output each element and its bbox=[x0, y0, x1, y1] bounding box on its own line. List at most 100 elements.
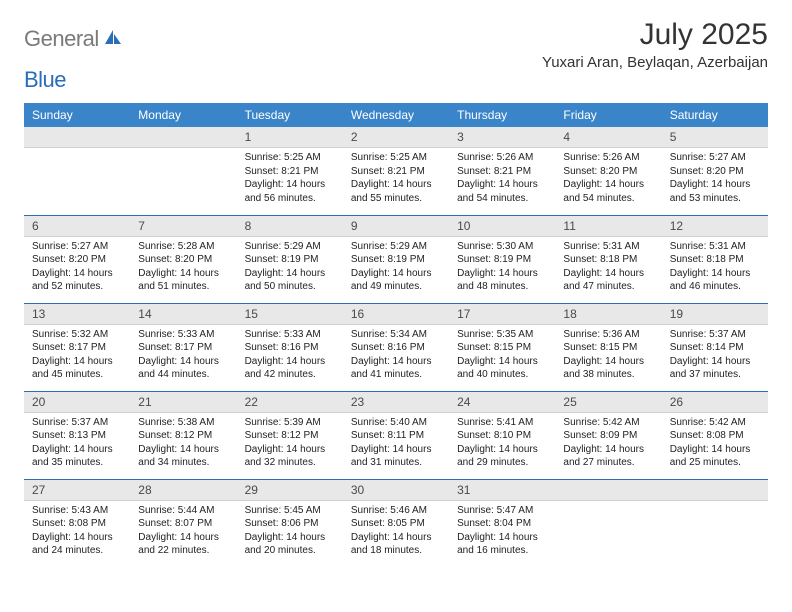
day-number-empty bbox=[555, 480, 661, 501]
daylight-line: Daylight: 14 hours and 51 minutes. bbox=[138, 267, 228, 294]
title-block: July 2025 Yuxari Aran, Beylaqan, Azerbai… bbox=[542, 18, 768, 71]
calendar-day-cell: 22Sunrise: 5:39 AMSunset: 8:12 PMDayligh… bbox=[237, 391, 343, 479]
day-content: Sunrise: 5:27 AMSunset: 8:20 PMDaylight:… bbox=[662, 148, 768, 211]
sunset-line: Sunset: 8:18 PM bbox=[670, 253, 760, 267]
sunset-line: Sunset: 8:17 PM bbox=[32, 341, 122, 355]
calendar-week-row: 6Sunrise: 5:27 AMSunset: 8:20 PMDaylight… bbox=[24, 215, 768, 303]
sunrise-line: Sunrise: 5:25 AM bbox=[351, 151, 441, 165]
sunrise-line: Sunrise: 5:26 AM bbox=[563, 151, 653, 165]
calendar-day-cell: 28Sunrise: 5:44 AMSunset: 8:07 PMDayligh… bbox=[130, 479, 236, 567]
sunrise-line: Sunrise: 5:37 AM bbox=[670, 328, 760, 342]
daylight-line: Daylight: 14 hours and 45 minutes. bbox=[32, 355, 122, 382]
sunset-line: Sunset: 8:15 PM bbox=[563, 341, 653, 355]
day-number: 12 bbox=[662, 216, 768, 237]
day-content-empty bbox=[24, 148, 130, 208]
sunset-line: Sunset: 8:12 PM bbox=[138, 429, 228, 443]
calendar-day-cell: 16Sunrise: 5:34 AMSunset: 8:16 PMDayligh… bbox=[343, 303, 449, 391]
daylight-line: Daylight: 14 hours and 25 minutes. bbox=[670, 443, 760, 470]
day-number: 28 bbox=[130, 480, 236, 501]
day-number: 11 bbox=[555, 216, 661, 237]
calendar-week-row: 13Sunrise: 5:32 AMSunset: 8:17 PMDayligh… bbox=[24, 303, 768, 391]
calendar-day-cell: 7Sunrise: 5:28 AMSunset: 8:20 PMDaylight… bbox=[130, 215, 236, 303]
sunrise-line: Sunrise: 5:40 AM bbox=[351, 416, 441, 430]
day-number: 3 bbox=[449, 127, 555, 148]
sunset-line: Sunset: 8:21 PM bbox=[351, 165, 441, 179]
sunset-line: Sunset: 8:16 PM bbox=[245, 341, 335, 355]
calendar-day-cell: 14Sunrise: 5:33 AMSunset: 8:17 PMDayligh… bbox=[130, 303, 236, 391]
day-number: 10 bbox=[449, 216, 555, 237]
daylight-line: Daylight: 14 hours and 20 minutes. bbox=[245, 531, 335, 558]
sunset-line: Sunset: 8:04 PM bbox=[457, 517, 547, 531]
day-number: 22 bbox=[237, 392, 343, 413]
calendar-day-cell: 12Sunrise: 5:31 AMSunset: 8:18 PMDayligh… bbox=[662, 215, 768, 303]
daylight-line: Daylight: 14 hours and 40 minutes. bbox=[457, 355, 547, 382]
weekday-header: Thursday bbox=[449, 103, 555, 127]
day-content: Sunrise: 5:37 AMSunset: 8:14 PMDaylight:… bbox=[662, 325, 768, 388]
daylight-line: Daylight: 14 hours and 44 minutes. bbox=[138, 355, 228, 382]
daylight-line: Daylight: 14 hours and 37 minutes. bbox=[670, 355, 760, 382]
sunrise-line: Sunrise: 5:27 AM bbox=[32, 240, 122, 254]
day-number: 19 bbox=[662, 304, 768, 325]
logo-text-blue: Blue bbox=[24, 67, 66, 93]
calendar-day-cell: 20Sunrise: 5:37 AMSunset: 8:13 PMDayligh… bbox=[24, 391, 130, 479]
day-content: Sunrise: 5:25 AMSunset: 8:21 PMDaylight:… bbox=[343, 148, 449, 211]
logo: General bbox=[24, 18, 124, 52]
sunrise-line: Sunrise: 5:33 AM bbox=[245, 328, 335, 342]
sunrise-line: Sunrise: 5:41 AM bbox=[457, 416, 547, 430]
calendar-day-cell: 13Sunrise: 5:32 AMSunset: 8:17 PMDayligh… bbox=[24, 303, 130, 391]
sunset-line: Sunset: 8:05 PM bbox=[351, 517, 441, 531]
day-number: 26 bbox=[662, 392, 768, 413]
sunrise-line: Sunrise: 5:29 AM bbox=[245, 240, 335, 254]
page-title: July 2025 bbox=[542, 18, 768, 52]
daylight-line: Daylight: 14 hours and 18 minutes. bbox=[351, 531, 441, 558]
sunset-line: Sunset: 8:15 PM bbox=[457, 341, 547, 355]
sunrise-line: Sunrise: 5:39 AM bbox=[245, 416, 335, 430]
daylight-line: Daylight: 14 hours and 56 minutes. bbox=[245, 178, 335, 205]
sunrise-line: Sunrise: 5:34 AM bbox=[351, 328, 441, 342]
day-content: Sunrise: 5:35 AMSunset: 8:15 PMDaylight:… bbox=[449, 325, 555, 388]
day-number: 31 bbox=[449, 480, 555, 501]
day-number: 13 bbox=[24, 304, 130, 325]
day-number: 14 bbox=[130, 304, 236, 325]
day-content: Sunrise: 5:32 AMSunset: 8:17 PMDaylight:… bbox=[24, 325, 130, 388]
daylight-line: Daylight: 14 hours and 46 minutes. bbox=[670, 267, 760, 294]
sunset-line: Sunset: 8:19 PM bbox=[245, 253, 335, 267]
calendar-day-cell: 29Sunrise: 5:45 AMSunset: 8:06 PMDayligh… bbox=[237, 479, 343, 567]
sunset-line: Sunset: 8:19 PM bbox=[351, 253, 441, 267]
sunset-line: Sunset: 8:12 PM bbox=[245, 429, 335, 443]
day-number: 6 bbox=[24, 216, 130, 237]
sunrise-line: Sunrise: 5:36 AM bbox=[563, 328, 653, 342]
daylight-line: Daylight: 14 hours and 16 minutes. bbox=[457, 531, 547, 558]
sunrise-line: Sunrise: 5:46 AM bbox=[351, 504, 441, 518]
day-content: Sunrise: 5:34 AMSunset: 8:16 PMDaylight:… bbox=[343, 325, 449, 388]
day-content: Sunrise: 5:31 AMSunset: 8:18 PMDaylight:… bbox=[662, 237, 768, 300]
sunset-line: Sunset: 8:19 PM bbox=[457, 253, 547, 267]
day-number: 2 bbox=[343, 127, 449, 148]
sunset-line: Sunset: 8:20 PM bbox=[138, 253, 228, 267]
calendar-day-cell: 1Sunrise: 5:25 AMSunset: 8:21 PMDaylight… bbox=[237, 127, 343, 215]
sunrise-line: Sunrise: 5:29 AM bbox=[351, 240, 441, 254]
day-number: 15 bbox=[237, 304, 343, 325]
daylight-line: Daylight: 14 hours and 27 minutes. bbox=[563, 443, 653, 470]
day-content: Sunrise: 5:44 AMSunset: 8:07 PMDaylight:… bbox=[130, 501, 236, 564]
day-content: Sunrise: 5:46 AMSunset: 8:05 PMDaylight:… bbox=[343, 501, 449, 564]
sunset-line: Sunset: 8:18 PM bbox=[563, 253, 653, 267]
calendar-day-cell: 19Sunrise: 5:37 AMSunset: 8:14 PMDayligh… bbox=[662, 303, 768, 391]
sunset-line: Sunset: 8:16 PM bbox=[351, 341, 441, 355]
calendar-day-cell: 3Sunrise: 5:26 AMSunset: 8:21 PMDaylight… bbox=[449, 127, 555, 215]
sunrise-line: Sunrise: 5:30 AM bbox=[457, 240, 547, 254]
calendar-day-cell: 18Sunrise: 5:36 AMSunset: 8:15 PMDayligh… bbox=[555, 303, 661, 391]
day-number: 9 bbox=[343, 216, 449, 237]
sunrise-line: Sunrise: 5:35 AM bbox=[457, 328, 547, 342]
calendar-week-row: 1Sunrise: 5:25 AMSunset: 8:21 PMDaylight… bbox=[24, 127, 768, 215]
calendar-day-cell: 24Sunrise: 5:41 AMSunset: 8:10 PMDayligh… bbox=[449, 391, 555, 479]
day-content: Sunrise: 5:42 AMSunset: 8:08 PMDaylight:… bbox=[662, 413, 768, 476]
sunset-line: Sunset: 8:21 PM bbox=[245, 165, 335, 179]
day-content-empty bbox=[130, 148, 236, 208]
calendar-day-cell: 26Sunrise: 5:42 AMSunset: 8:08 PMDayligh… bbox=[662, 391, 768, 479]
day-number: 4 bbox=[555, 127, 661, 148]
calendar-day-cell: 9Sunrise: 5:29 AMSunset: 8:19 PMDaylight… bbox=[343, 215, 449, 303]
day-content: Sunrise: 5:33 AMSunset: 8:17 PMDaylight:… bbox=[130, 325, 236, 388]
weekday-header: Wednesday bbox=[343, 103, 449, 127]
daylight-line: Daylight: 14 hours and 48 minutes. bbox=[457, 267, 547, 294]
